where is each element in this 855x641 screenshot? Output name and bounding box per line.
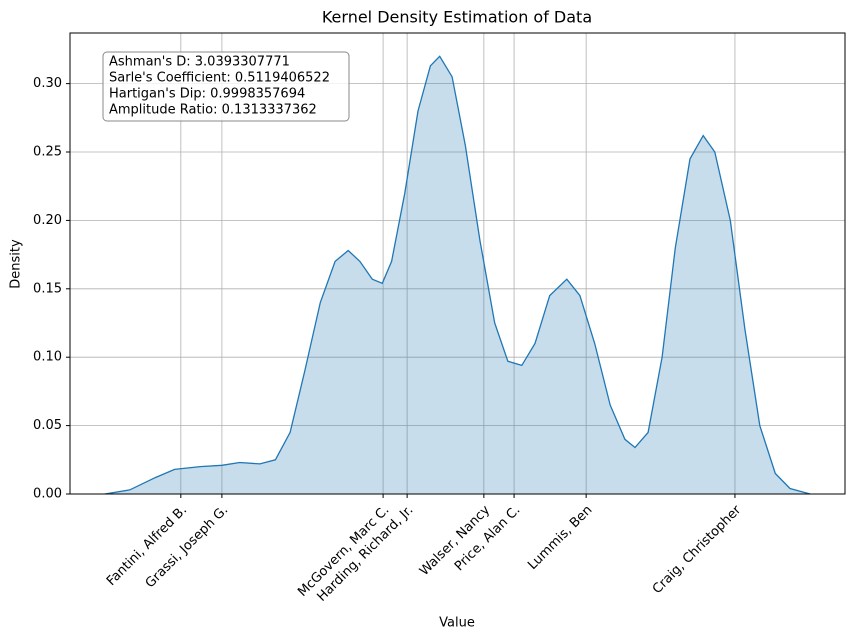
annotation-box	[102, 51, 350, 122]
x-tick-label: Craig, Christopher	[650, 502, 745, 597]
density-area	[104, 56, 811, 495]
y-tick-label: 0.05	[33, 418, 62, 433]
y-tick-label: 0.10	[33, 350, 62, 365]
chart-title: Kernel Density Estimation of Data	[322, 8, 592, 27]
annotation-text: Ashman's D: 3.0393307771	[109, 55, 290, 70]
density-line	[104, 55, 811, 495]
plot-frame	[69, 32, 846, 495]
y-tick-label: 0.30	[33, 76, 62, 91]
y-tick-label: 0.15	[33, 281, 62, 296]
y-tick-label: 0.00	[33, 487, 62, 502]
annotation-text: Amplitude Ratio: 0.1313337362	[109, 103, 317, 118]
x-axis-label: Value	[439, 616, 475, 631]
annotation-text: Hartigan's Dip: 0.9998357694	[109, 87, 305, 102]
annotation-text: Sarle's Coefficient: 0.5119406522	[109, 71, 330, 86]
y-tick-label: 0.25	[33, 145, 62, 160]
x-tick-label: Lummis, Ben	[525, 503, 595, 573]
y-axis-label: Density	[9, 239, 24, 289]
y-tick-label: 0.20	[33, 213, 62, 228]
